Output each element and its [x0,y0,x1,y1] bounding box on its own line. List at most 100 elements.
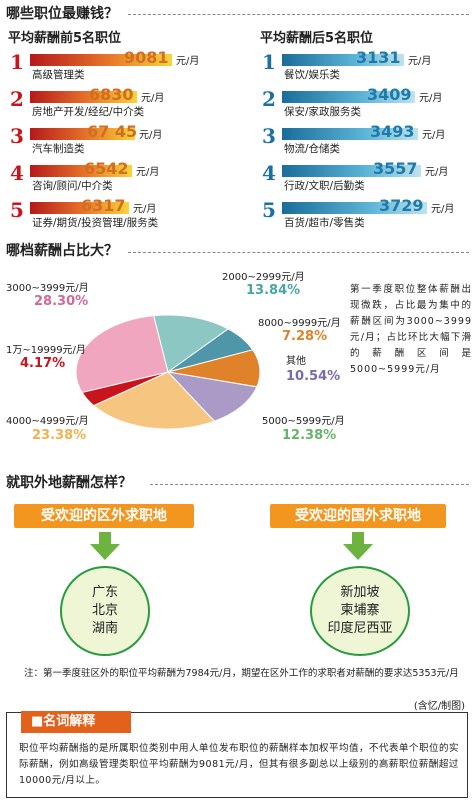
section-divider [150,484,469,485]
rank-unit: 元/月 [141,93,165,104]
rank-number: 2 [262,87,276,111]
rank-value: 3729 [379,196,424,215]
footnote: 注：第一季度驻区外的职位平均薪酬为7984元/月，期望在区外工作的求职者对薪酬的… [24,668,459,679]
domestic-city: 湖南 [91,621,118,636]
rank-value: 6542 [84,159,129,178]
pie-slice-percent: 28.30% [34,294,89,309]
section-title-destinations: 就职外地薪酬怎样？ [6,475,132,491]
bottom5-row: 1 3131 元/月餐饮/娱乐类 [262,48,475,82]
rank-label: 餐饮/娱乐类 [284,69,341,81]
top5-row: 1 9081 元/月高级管理类 [10,48,238,82]
domestic-city: 广东 [91,585,118,600]
pie-slice [166,371,258,422]
rank-value: 3409 [367,85,412,104]
rank-number: 1 [10,50,24,74]
pie-slice-label: 3000~3999元/月 [6,283,89,294]
pie-note: 第一季度职位整体薪酬出现微跌，占比最为集中的薪酬区间为3000~3999元/月；… [350,284,472,375]
rank-value: 6830 [89,85,134,104]
rank-value: 67 45 [87,122,138,141]
pie-slice [92,371,216,430]
rank-value: 9081 [124,48,169,67]
rank-bar [282,128,418,140]
pie-slice-label: 8000~9999元/月 [258,318,341,329]
rank-value: 6317 [81,196,126,215]
pie-slice-percent: 23.38% [32,428,87,443]
down-arrow-icon [90,532,120,560]
pie-slice-label: 4000~4999元/月 [6,416,89,427]
rank-number: 4 [10,161,24,185]
bottom5-row: 2 3409 元/月保安/家政服务类 [262,85,475,119]
rank-value: 3131 [356,48,401,67]
bottom5-title: 平均薪酬后5名职位 [260,31,374,46]
rank-label: 保安/家政服务类 [284,106,362,118]
rank-unit: 元/月 [425,167,449,178]
rank-number: 3 [262,124,276,148]
term-text: 职位平均薪酬指的是所属职位类别中用人单位发布职位的薪酬样本加权平均值，不代表单个… [19,743,460,786]
rank-number: 2 [10,87,24,111]
rank-bar [282,91,415,103]
rank-value: 3493 [370,122,415,141]
rank-label: 百货/超市/零售类 [284,217,365,229]
pie-slice [75,315,169,394]
section-title-top-jobs: 哪些职位最赚钱？ [6,6,118,22]
domestic-city: 北京 [91,603,118,618]
pie-slice-label: 5000~5999元/月 [262,416,345,427]
top5-row: 2 6830 元/月房地产开发/经纪/中介类 [10,85,238,119]
top5-row: 5 6317 元/月 证券/期货/投资管理/服务类 [10,196,238,230]
salary-pie-chart [75,314,261,430]
top5-row: 4 6542 元/月咨询/顾问/中介类 [10,159,238,193]
rank-unit: 元/月 [139,130,163,141]
rank-number: 1 [262,50,276,74]
section-divider [128,14,469,15]
rank-bar [30,165,132,177]
section-title-salary-share: 哪档薪酬占比大？ [6,243,118,259]
credit: (含忆/制图) [413,701,465,712]
pie-slice-label: 其他 [286,356,306,367]
rank-unit: 元/月 [176,56,200,67]
rank-bar [282,202,427,214]
overseas-circle: 新加坡 柬埔寨 印度尼西亚 [310,566,410,656]
rank-bar [30,202,129,214]
top5-row: 3 67 45 元/月汽车制造类 [10,122,238,156]
term-explanation-box: ■名词解释 职位平均薪酬指的是所属职位类别中用人单位发布职位的薪酬样本加权平均值… [6,711,468,798]
rank-bar [282,165,421,177]
rank-number: 3 [10,124,24,148]
overseas-country: 印度尼西亚 [327,621,393,636]
overseas-country: 柬埔寨 [340,603,380,618]
rank-value: 3557 [373,159,418,178]
rank-unit: 元/月 [408,56,432,67]
rank-number: 4 [262,161,276,185]
rank-number: 5 [262,198,276,222]
pie-slice-percent: 10.54% [286,369,341,384]
section-divider [128,252,469,253]
bottom5-row: 4 3557 元/月行政/文职/后勤类 [262,159,475,193]
pie-slice-label: 1万~19999元/月 [6,345,86,356]
rank-number: 5 [10,198,24,222]
term-tag: ■名词解释 [21,711,131,733]
rank-label: 汽车制造类 [32,143,85,155]
rank-label: 物流/仓储类 [284,143,341,155]
domestic-banner: 受欢迎的区外求职地 [14,504,194,528]
rank-bar [30,91,137,103]
rank-bar [30,54,172,66]
rank-label: 咨询/顾问/中介类 [32,180,113,192]
pie-slice-percent: 12.38% [282,428,337,443]
rank-unit: 元/月 [136,167,160,178]
rank-unit: 元/月 [419,93,443,104]
bottom5-row: 5 3729 元/月百货/超市/零售类 [262,196,475,230]
rank-label: 证券/期货/投资管理/服务类 [32,217,159,229]
rank-label: 房地产开发/经纪/中介类 [32,106,145,118]
rank-bar [282,54,404,66]
rank-label: 高级管理类 [32,69,85,81]
pie-slice-percent: 13.84% [246,283,301,298]
pie-slice-percent: 7.28% [282,329,328,344]
rank-unit: 元/月 [422,130,446,141]
pie-slice [152,314,230,373]
rank-unit: 元/月 [431,204,455,215]
pie-slice-label: 2000~2999元/月 [222,272,305,283]
pie-slice-percent: 4.17% [20,356,66,371]
domestic-circle: 广东 北京 湖南 [60,566,150,656]
rank-bar [30,128,135,140]
rank-label: 行政/文职/后勤类 [284,180,365,192]
bottom5-row: 3 3493 元/月物流/仓储类 [262,122,475,156]
